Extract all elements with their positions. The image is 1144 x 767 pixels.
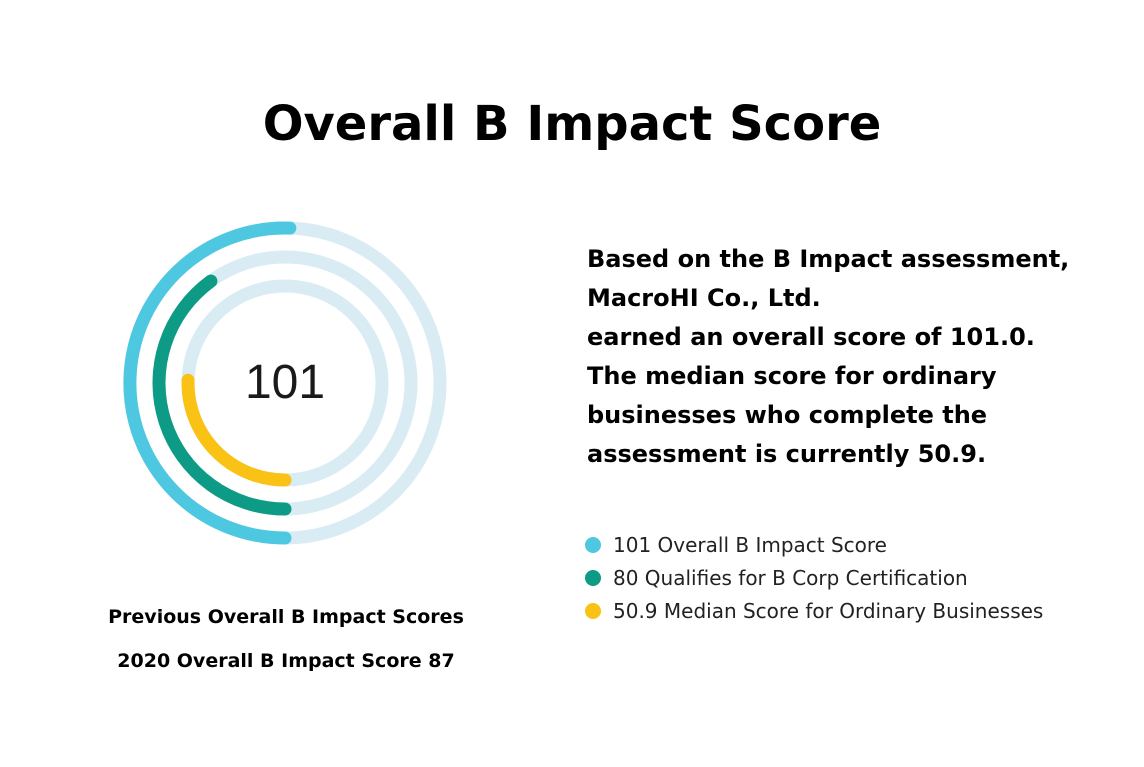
summary-line: The median score for ordinary <box>587 362 997 390</box>
legend-label: 50.9 Median Score for Ordinary Businesse… <box>613 598 1044 623</box>
previous-score-item: 2020 Overall B Impact Score 87 <box>117 650 455 672</box>
legend-dot-icon <box>585 569 601 586</box>
summary-line: earned an overall score of 101.0. <box>587 323 1035 351</box>
legend-item: 80 Qualifies for B Corp Certification <box>585 561 1140 594</box>
legend-label: 101 Overall B Impact Score <box>613 532 887 557</box>
legend-item: 101 Overall B Impact Score <box>585 528 1140 561</box>
radial-chart-svg: 101 <box>123 221 447 545</box>
chart-legend: 101 Overall B Impact Score 80 Qualifies … <box>585 528 1140 627</box>
summary-line: assessment is currently 50.9. <box>587 440 987 468</box>
legend-dot-icon <box>585 536 601 553</box>
radial-bar-2 <box>152 274 292 516</box>
radial-bar-1 <box>123 221 297 545</box>
summary-line: Based on the B Impact assessment, <box>587 245 1070 273</box>
summary-line: businesses who complete the <box>587 401 988 429</box>
chart-bars <box>123 221 297 545</box>
company-name: MacroHI Co., Ltd. <box>587 284 821 312</box>
legend-dot-icon <box>585 602 601 619</box>
center-score-label: 101 <box>245 356 325 409</box>
radial-chart: 101 <box>120 218 450 548</box>
page-title: Overall B Impact Score <box>262 96 882 152</box>
radial-bar-3 <box>181 373 292 487</box>
summary-text: Based on the B Impact assessment, MacroH… <box>587 240 1127 474</box>
legend-item: 50.9 Median Score for Ordinary Businesse… <box>585 594 1140 627</box>
previous-scores-heading: Previous Overall B Impact Scores <box>108 606 464 628</box>
legend-label: 80 Qualifies for B Corp Certification <box>613 565 968 590</box>
